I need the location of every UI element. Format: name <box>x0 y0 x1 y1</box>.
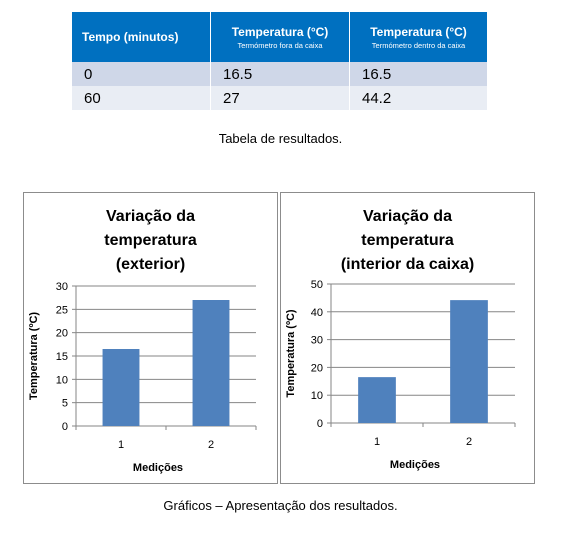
y-tick-label: 20 <box>311 362 323 374</box>
chart-exterior: Variação da temperatura (exterior) 0 5 10 15 20… <box>23 192 278 484</box>
y-axis-title: Temperatura (ºC) <box>28 312 40 400</box>
header-temp-outside: Temperatura (°C) Termómetro fora da caix… <box>210 12 350 62</box>
chart-title-line: (exterior) <box>116 256 185 273</box>
chart-title-line: temperatura <box>361 232 454 249</box>
table-caption: Tabela de resultados. <box>218 131 343 146</box>
x-tick-label: 1 <box>374 436 380 448</box>
bar <box>450 300 488 423</box>
header-temp-inside-label: Temperatura (°C) <box>370 24 467 39</box>
y-tick-label: 20 <box>56 328 68 340</box>
cell-time: 60 <box>72 86 211 110</box>
chart-interior-svg: Variação da temperatura (interior da caixa… <box>285 208 516 471</box>
y-tick-label: 50 <box>311 279 323 291</box>
header-temp-outside-sublabel: Termómetro fora da caixa <box>237 40 323 50</box>
chart-exterior-svg: Variação da temperatura (exterior) 0 5 10 15 20… <box>28 208 257 474</box>
bar <box>358 377 396 423</box>
table-header-row: Tempo (minutos) Temperatura (°C) Termóme… <box>72 12 488 62</box>
header-temp-outside-label: Temperatura (°C) <box>231 24 329 39</box>
header-temp-inside: Temperatura (°C) Termómetro dentro da ca… <box>349 12 488 62</box>
chart-title-line: Variação da <box>106 208 195 225</box>
y-tick-label: 0 <box>317 418 323 430</box>
cell-temp-outside: 16.5 <box>210 62 350 86</box>
header-temp-inside-sublabel: Termómetro dentro da caixa <box>371 40 466 50</box>
chart-interior: Variação da temperatura (interior da caixa… <box>280 192 535 484</box>
y-tick-label: 30 <box>311 335 323 347</box>
header-time: Tempo (minutos) <box>72 12 211 62</box>
y-tick-label: 10 <box>311 390 323 402</box>
y-tick-label: 25 <box>56 304 68 316</box>
chart-title-line: (interior da caixa) <box>341 256 474 273</box>
results-table: Tempo (minutos) Temperatura (°C) Termóme… <box>72 12 488 110</box>
x-tick-label: 2 <box>466 436 472 448</box>
y-tick-label: 30 <box>56 281 68 293</box>
x-axis-title: Medições <box>390 459 440 471</box>
y-tick-label: 40 <box>311 307 323 319</box>
chart-title-line: temperatura <box>104 232 197 249</box>
y-axis-title: Temperatura (ºC) <box>285 309 297 397</box>
x-tick-label: 2 <box>208 439 214 451</box>
y-tick-label: 5 <box>62 398 68 410</box>
bar <box>102 349 140 426</box>
y-tick-label: 15 <box>56 351 68 363</box>
table-row: 0 16.5 16.5 <box>72 62 488 86</box>
table-row: 60 27 44.2 <box>72 86 488 110</box>
x-tick-label: 1 <box>118 439 124 451</box>
header-time-label: Tempo (minutos) <box>82 30 179 44</box>
bar <box>192 300 230 426</box>
y-tick-label: 10 <box>56 374 68 386</box>
cell-time: 0 <box>72 62 211 86</box>
cell-temp-inside: 16.5 <box>349 62 488 86</box>
x-axis-title: Medições <box>133 462 183 474</box>
cell-temp-outside: 27 <box>210 86 350 110</box>
chart-title-line: Variação da <box>363 208 452 225</box>
charts-caption: Gráficos – Apresentação dos resultados. <box>163 498 398 513</box>
y-tick-label: 0 <box>62 421 68 433</box>
cell-temp-inside: 44.2 <box>349 86 488 110</box>
